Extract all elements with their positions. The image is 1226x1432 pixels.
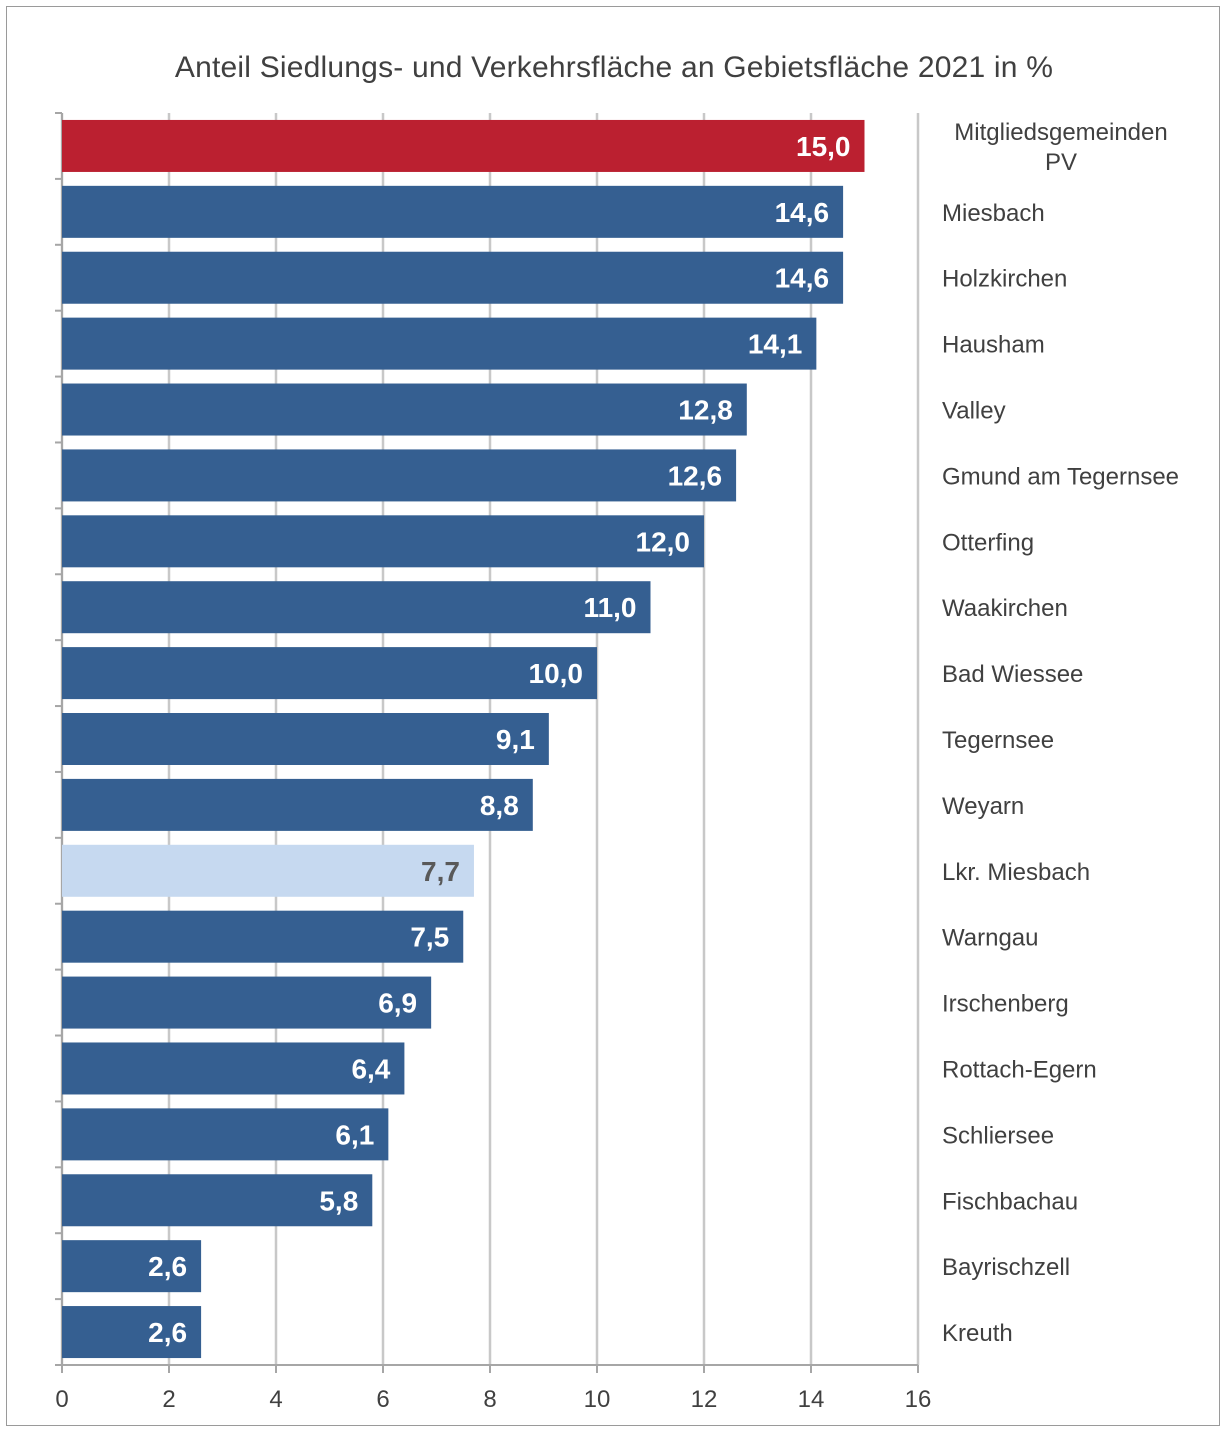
- bar: [62, 317, 817, 370]
- category-label: Miesbach: [942, 200, 1045, 227]
- bar: [62, 647, 597, 700]
- x-tick-label: 0: [55, 1386, 68, 1413]
- category-label: Bad Wiessee: [942, 661, 1083, 688]
- x-tick-label: 14: [798, 1386, 825, 1413]
- category-label: Hausham: [942, 332, 1045, 359]
- bar-chart: 15,0 Mitgliedsgemeinden PV 14,6 Miesbach 14,6…: [55, 112, 1179, 1413]
- data-label: 2,6: [148, 1251, 187, 1282]
- x-tick-label: 4: [269, 1386, 282, 1413]
- bar: [62, 1174, 373, 1227]
- bar: [62, 713, 549, 765]
- data-label: 9,1: [496, 724, 535, 755]
- data-label: 6,4: [351, 1053, 390, 1084]
- bar: [62, 383, 747, 436]
- data-label: 7,7: [421, 856, 460, 887]
- data-label: 6,9: [378, 988, 417, 1019]
- bar: [62, 1240, 202, 1293]
- data-label: 12,6: [668, 460, 723, 491]
- category-label: Holzkirchen: [942, 266, 1067, 293]
- category-label: Otterfing: [942, 529, 1034, 556]
- bar: [62, 976, 432, 1029]
- data-label: 7,5: [410, 922, 449, 953]
- data-label: 11,0: [584, 592, 637, 623]
- data-label: 15,0: [796, 131, 851, 162]
- data-label: 8,8: [480, 790, 519, 821]
- category-label: Lkr. Miesbach: [942, 859, 1090, 886]
- data-label: 12,0: [636, 526, 691, 557]
- data-label: 10,0: [529, 658, 584, 689]
- chart-frame: Anteil Siedlungs- und Verkehrsfläche an …: [6, 6, 1220, 1426]
- x-tick-label: 16: [905, 1386, 932, 1413]
- data-label: 14,6: [775, 197, 830, 228]
- category-label: Mitgliedsgemeinden: [954, 119, 1167, 146]
- category-label: Gmund am Tegernsee: [942, 463, 1179, 490]
- data-label: 2,6: [148, 1317, 187, 1348]
- bar: [62, 581, 651, 634]
- bar: [62, 449, 737, 502]
- category-label: Valley: [942, 398, 1006, 425]
- bar: [62, 1306, 202, 1359]
- x-tick-label: 2: [162, 1386, 175, 1413]
- data-label: 14,6: [775, 263, 830, 294]
- category-label: Weyarn: [942, 793, 1024, 820]
- data-label: 5,8: [319, 1185, 358, 1216]
- bar: [62, 778, 533, 831]
- category-label: Fischbachau: [942, 1188, 1078, 1215]
- data-label: 12,8: [678, 395, 733, 426]
- chart-title: Anteil Siedlungs- und Verkehrsfläche an …: [174, 51, 1054, 84]
- category-label: Kreuth: [942, 1320, 1013, 1347]
- category-label: Schliersee: [942, 1122, 1054, 1149]
- bar: [62, 515, 704, 568]
- x-tick-label: 6: [376, 1386, 389, 1413]
- bar: [62, 844, 474, 897]
- bar: [62, 119, 865, 172]
- category-label: Rottach-Egern: [942, 1056, 1097, 1083]
- data-label: 6,1: [335, 1119, 374, 1150]
- data-label: 14,1: [748, 329, 803, 360]
- category-label: PV: [1045, 149, 1077, 176]
- bar: [62, 1108, 389, 1161]
- category-label: Waakirchen: [942, 595, 1068, 622]
- x-tick-label: 12: [691, 1386, 718, 1413]
- x-tick-label: 8: [483, 1386, 496, 1413]
- bar: [62, 1042, 405, 1095]
- category-label: Tegernsee: [942, 727, 1054, 754]
- x-tick-label: 10: [584, 1386, 611, 1413]
- category-label: Bayrischzell: [942, 1254, 1070, 1281]
- category-label: Warngau: [942, 925, 1039, 952]
- bar: [62, 251, 844, 304]
- category-label: Irschenberg: [942, 991, 1069, 1018]
- bar: [62, 910, 464, 963]
- bar: [62, 185, 844, 238]
